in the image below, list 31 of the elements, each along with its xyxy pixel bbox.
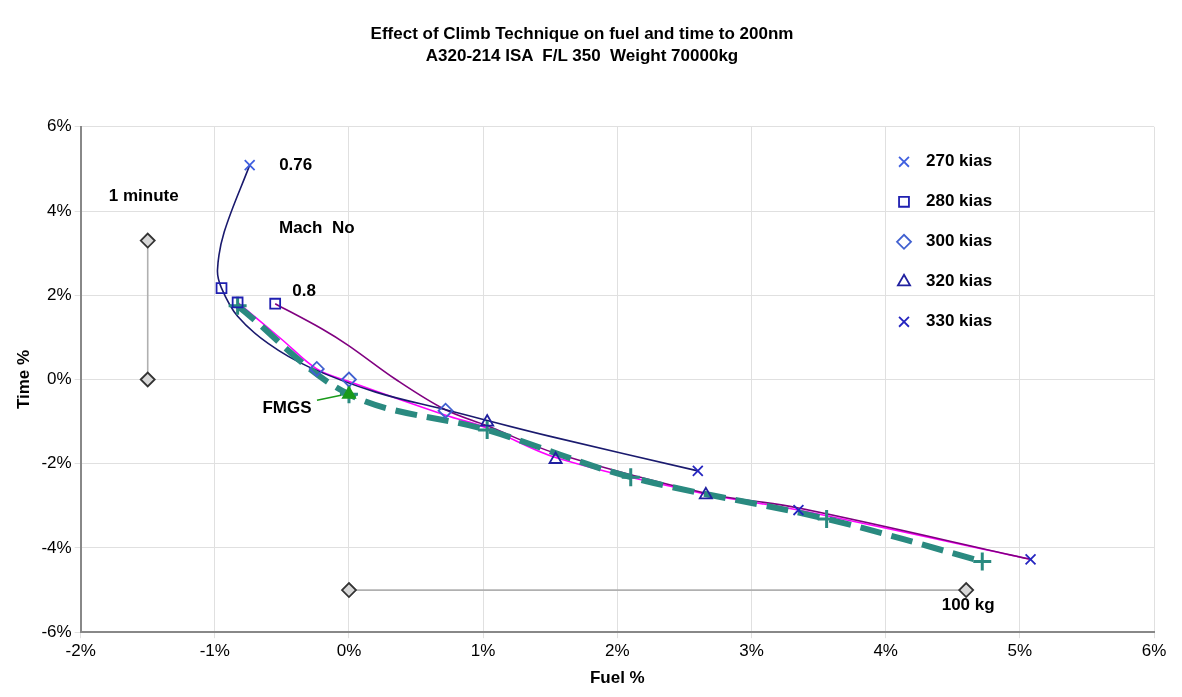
y-tick-label: 2% — [47, 284, 72, 304]
annotation: 0.8 — [292, 281, 316, 301]
legend-label: 280 kias — [926, 191, 993, 211]
x-tick-label: 6% — [1141, 641, 1167, 661]
y-axis-title: Time % — [13, 349, 33, 410]
x-tick-label: 4% — [873, 641, 898, 661]
x-tick-label: -1% — [199, 641, 230, 661]
annotation: 100 kg — [941, 594, 995, 614]
y-tick-label: 4% — [47, 200, 72, 220]
legend-label: 330 kias — [926, 311, 993, 331]
x-tick-label: 1% — [470, 641, 496, 661]
annotation: 1 minute — [108, 186, 179, 206]
x-tick-label: 0% — [336, 641, 362, 661]
y-tick-label: -2% — [41, 453, 72, 473]
chart-subtitle: A320-214 ISA F/L 350 Weight 70000kg — [425, 46, 739, 66]
annotation: Mach No — [278, 217, 355, 237]
x-tick-label: 2% — [605, 641, 630, 661]
y-tick-label: -6% — [41, 621, 72, 641]
x-tick-label: -2% — [65, 641, 96, 661]
legend-label: 300 kias — [926, 231, 993, 251]
x-axis-title: Fuel % — [589, 668, 645, 688]
x-tick-label: 5% — [1007, 641, 1033, 661]
annotation: FMGS — [262, 397, 312, 417]
y-tick-label: 0% — [47, 369, 72, 389]
annotation: 0.76 — [279, 154, 313, 174]
legend-label: 320 kias — [926, 271, 993, 291]
chart-title: Effect of Climb Technique on fuel and time to 200nm — [370, 23, 794, 43]
legend-label: 270 kias — [926, 151, 993, 171]
x-tick-label: 3% — [739, 641, 764, 661]
y-tick-label: 6% — [47, 116, 72, 136]
y-tick-label: -4% — [41, 537, 72, 557]
